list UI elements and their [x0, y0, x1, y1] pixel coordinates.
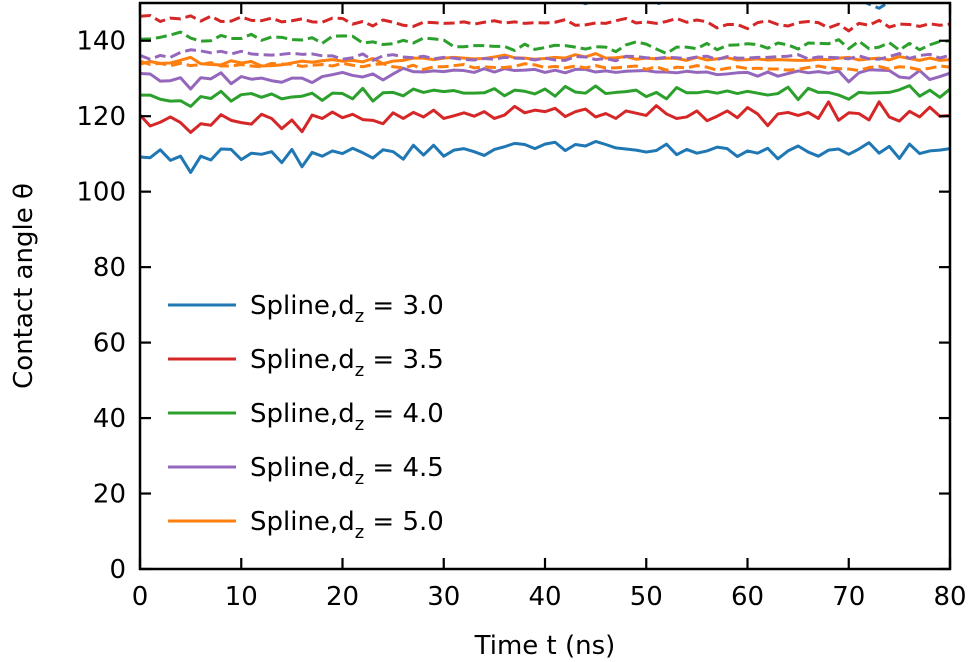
plot-background	[140, 3, 950, 569]
x-tick-label: 70	[832, 582, 865, 612]
tick-layer: 0 10 20 30 40 50 60 70 80 0 20 40 60 80 100 120 140	[76, 3, 967, 612]
legend-label: Spline,dz = 3.0	[250, 291, 444, 327]
y-tick-label: 120	[76, 102, 126, 132]
legend-label: Spline,dz = 5.0	[250, 507, 444, 543]
y-axis-label: Contact angle θ	[9, 183, 39, 389]
x-tick-label: 80	[933, 582, 966, 612]
x-tick-label: 50	[630, 582, 663, 612]
series-line-10-dashed	[140, 59, 950, 73]
y-tick-label: 80	[93, 253, 126, 283]
y-tick-label: 140	[76, 27, 126, 57]
y-tick-label: 60	[93, 329, 126, 359]
y-tick-label: 0	[109, 555, 126, 585]
x-tick-label: 30	[427, 582, 460, 612]
y-tick-label: 100	[76, 178, 126, 208]
x-tick-label: 20	[326, 582, 359, 612]
legend-label: Spline,dz = 3.5	[250, 345, 444, 381]
series-layer	[140, 3, 950, 174]
legend-label: Spline,dz = 4.0	[250, 399, 444, 435]
legend: Spline,dz = 3.0 Spline,dz = 3.5 Spline,dz …	[168, 291, 444, 543]
x-tick-label: 0	[132, 582, 149, 612]
series-line-7-dashed	[140, 13, 950, 33]
series-line-5	[140, 52, 950, 68]
y-tick-label: 20	[93, 480, 126, 510]
x-axis-label: Time t (ns)	[474, 631, 616, 661]
x-tick-label: 60	[731, 582, 764, 612]
series-line-1	[140, 139, 950, 174]
y-tick-label: 40	[93, 404, 126, 434]
series-line-9-dashed	[140, 48, 950, 63]
plot-frame	[138, 1, 952, 571]
x-tick-label: 40	[528, 582, 561, 612]
series-line-3	[140, 84, 950, 108]
series-line-2	[140, 100, 950, 134]
legend-label: Spline,dz = 4.5	[250, 453, 444, 489]
x-tick-label: 10	[225, 582, 258, 612]
series-line-4	[140, 66, 950, 91]
